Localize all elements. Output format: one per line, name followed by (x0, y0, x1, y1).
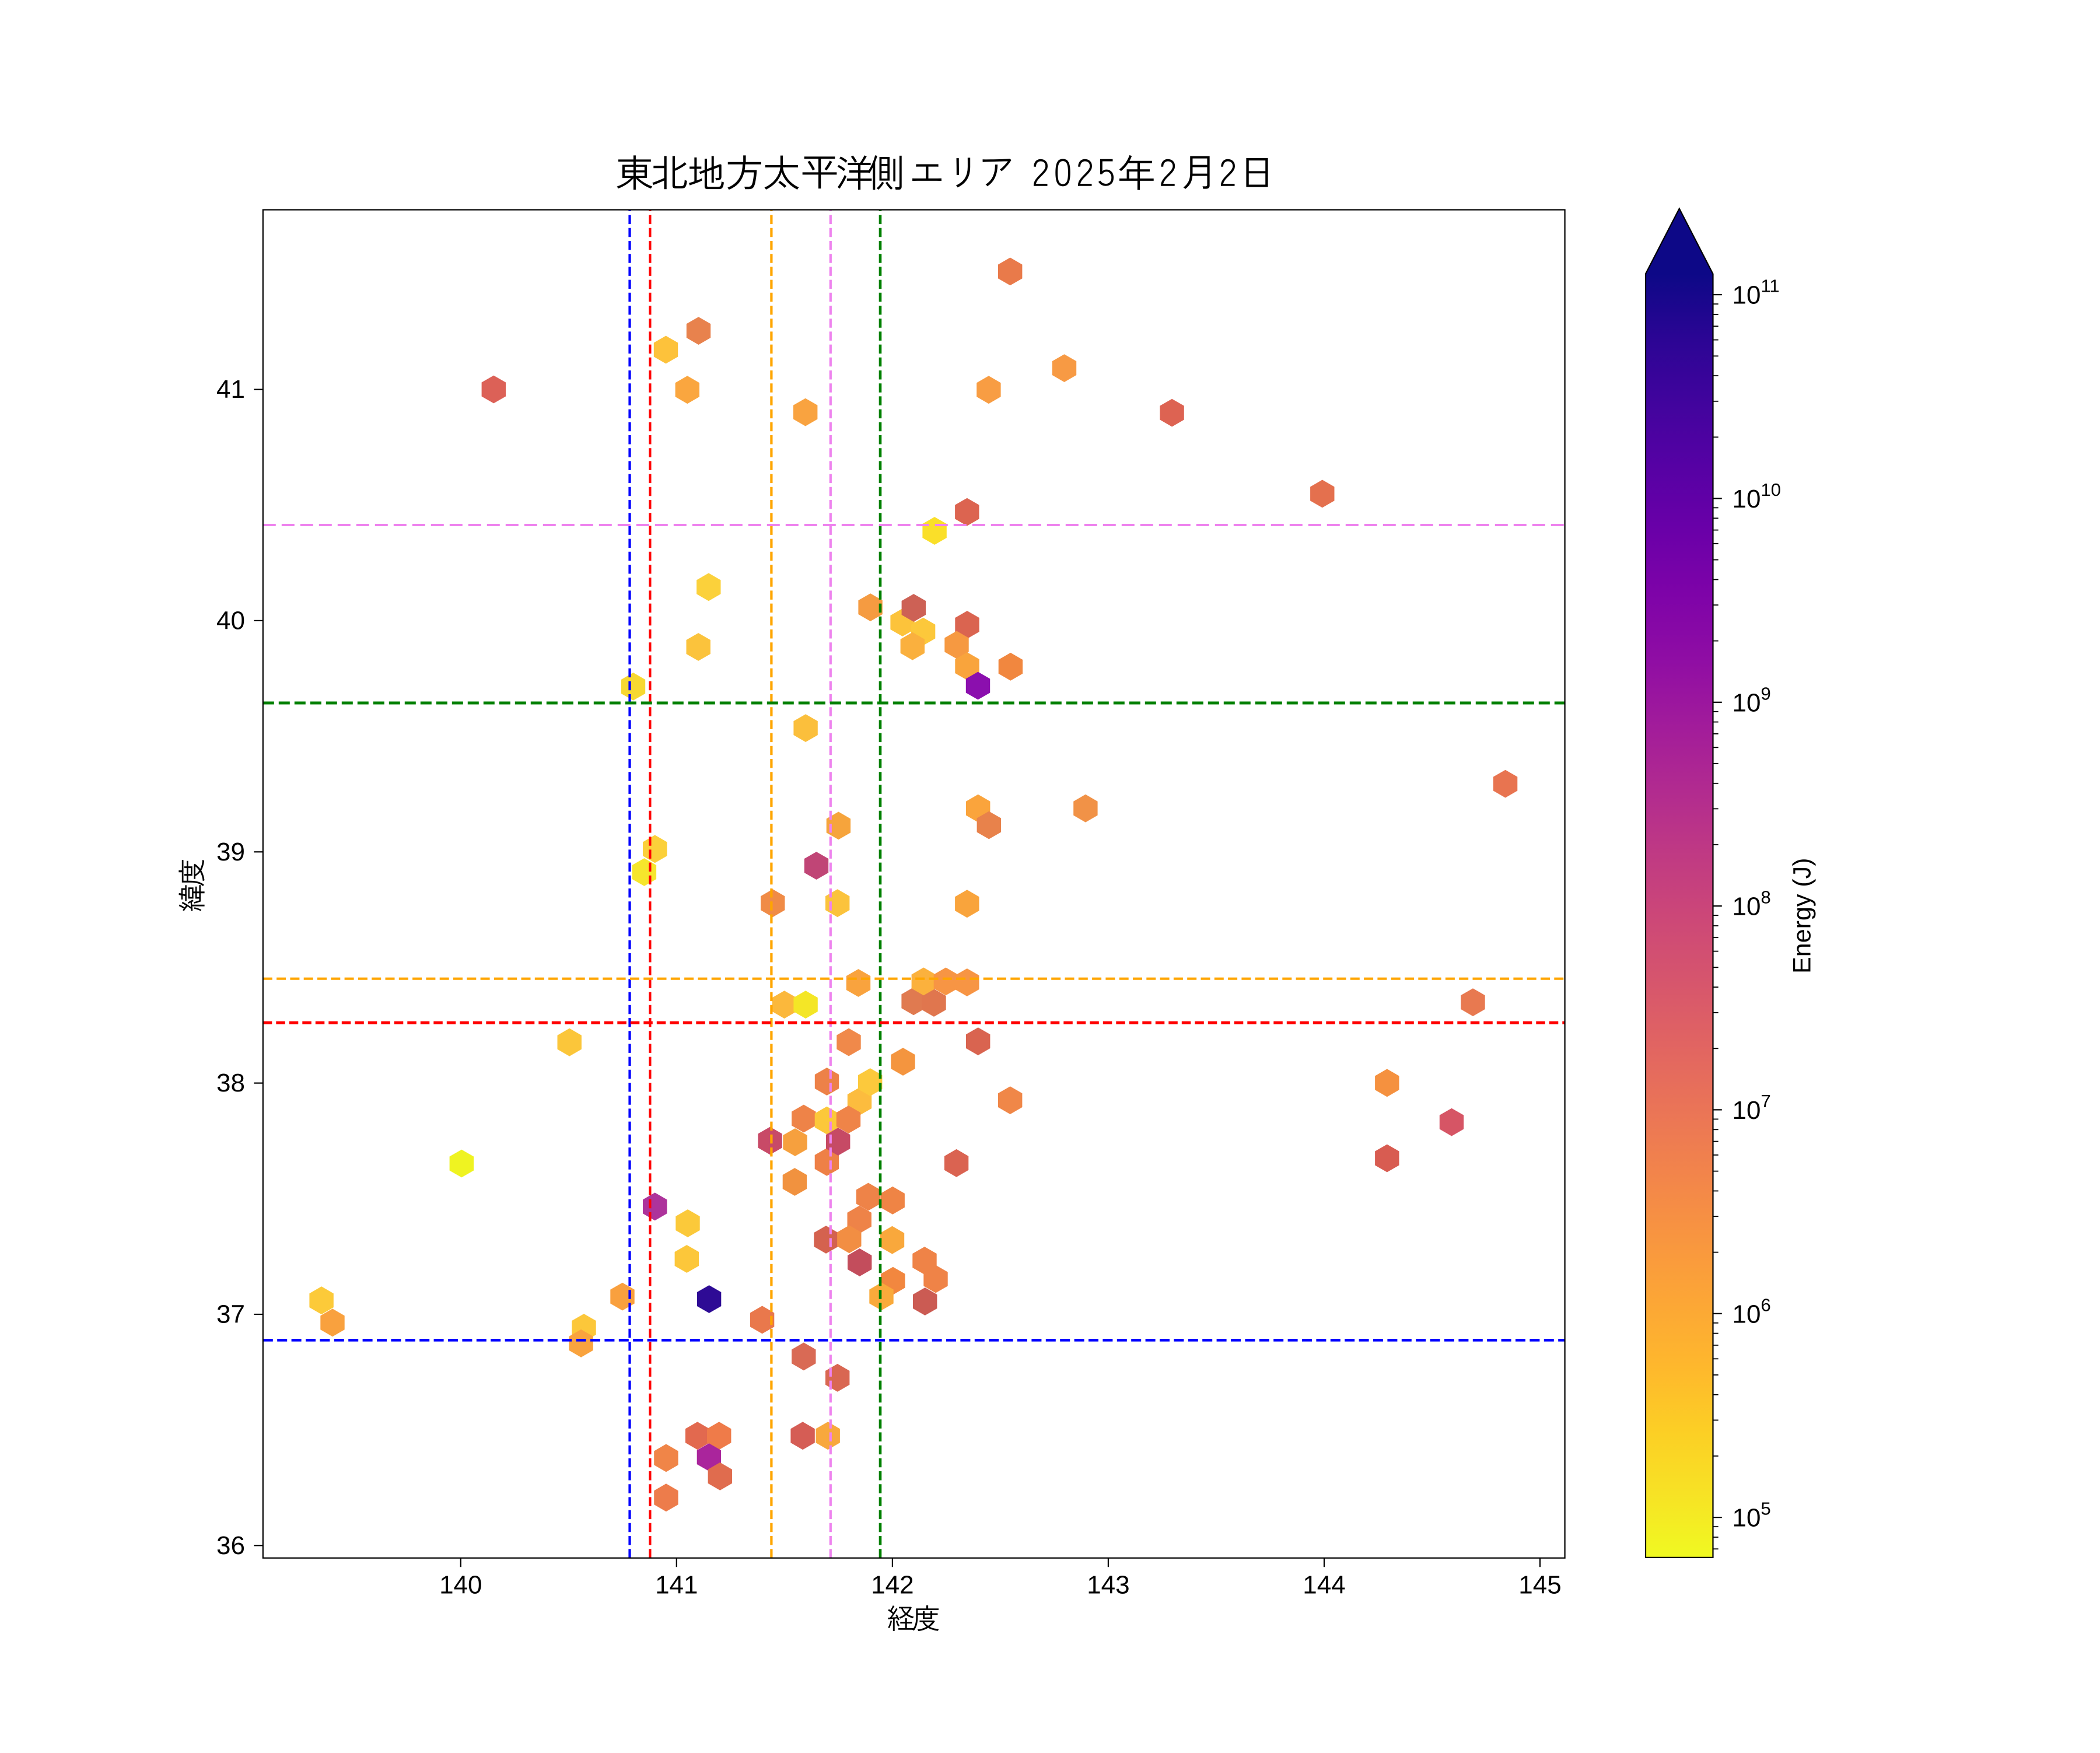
svg-text:141: 141 (655, 1570, 698, 1599)
svg-text:36: 36 (216, 1531, 245, 1560)
svg-text:140: 140 (439, 1570, 482, 1599)
svg-text:38: 38 (216, 1069, 245, 1097)
svg-text:37: 37 (216, 1300, 245, 1329)
svg-text:Energy (J): Energy (J) (1788, 858, 1817, 974)
svg-text:145: 145 (1518, 1570, 1561, 1599)
svg-text:106: 106 (1732, 1294, 1771, 1328)
svg-text:39: 39 (216, 838, 245, 866)
svg-text:144: 144 (1303, 1570, 1345, 1599)
svg-text:41: 41 (216, 375, 245, 404)
svg-text:142: 142 (871, 1570, 914, 1599)
svg-text:143: 143 (1087, 1570, 1129, 1599)
svg-text:40: 40 (216, 606, 245, 635)
